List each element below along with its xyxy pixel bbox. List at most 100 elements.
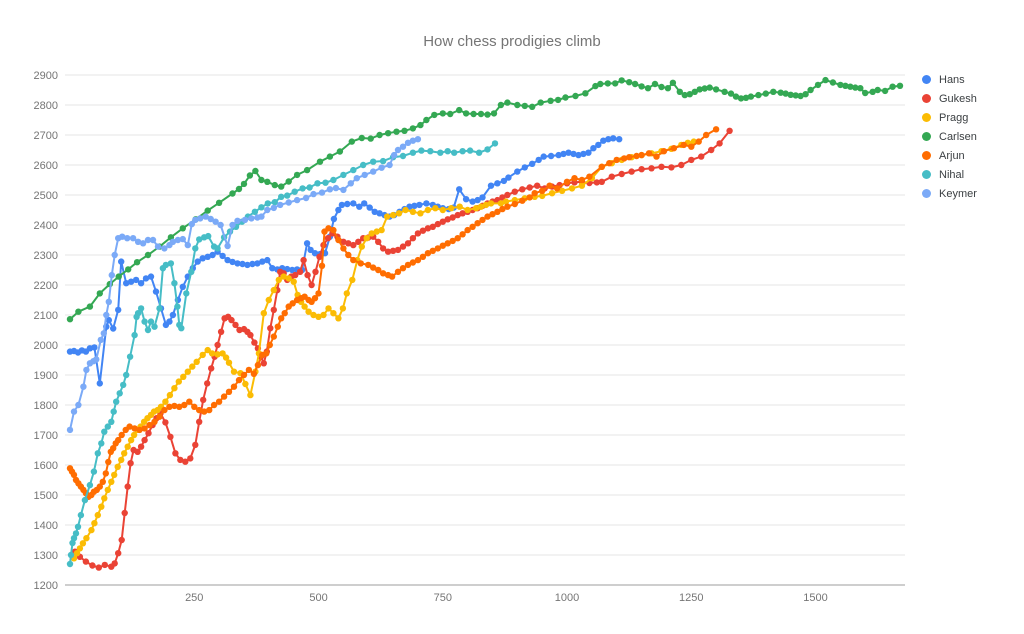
data-point-carlsen[interactable] [732,93,740,100]
data-point-arjun[interactable] [325,225,332,232]
data-point-hans[interactable] [96,380,104,387]
data-point-nihal[interactable] [491,140,499,147]
data-point-arjun[interactable] [419,253,427,260]
data-point-nihal[interactable] [360,161,367,169]
data-point-keymer[interactable] [108,271,116,279]
data-point-keymer[interactable] [149,236,157,244]
data-point-arjun[interactable] [289,300,296,307]
data-point-arjun[interactable] [598,163,605,170]
data-point-hans[interactable] [234,260,241,267]
data-point-carlsen[interactable] [792,92,799,99]
data-point-gukesh[interactable] [137,443,145,450]
data-point-gukesh[interactable] [409,235,417,242]
data-point-gukesh[interactable] [504,191,511,199]
data-point-hans[interactable] [152,288,160,295]
data-point-hans[interactable] [259,258,266,265]
data-point-arjun[interactable] [499,205,506,213]
data-point-arjun[interactable] [489,211,496,218]
data-point-carlsen[interactable] [712,86,720,93]
data-point-hans[interactable] [605,136,612,143]
data-point-gukesh[interactable] [534,182,541,189]
data-point-arjun[interactable] [274,323,281,330]
data-point-hans[interactable] [411,202,418,209]
data-point-gukesh[interactable] [118,536,125,544]
data-point-keymer[interactable] [93,356,100,363]
data-point-carlsen[interactable] [721,88,728,96]
data-point-gukesh[interactable] [698,153,705,160]
data-point-arjun[interactable] [99,478,107,485]
data-point-pragg[interactable] [378,226,385,234]
data-point-carlsen[interactable] [376,131,383,139]
data-point-pragg[interactable] [578,182,586,189]
data-point-carlsen[interactable] [618,77,625,84]
data-point-nihal[interactable] [214,245,221,252]
data-point-pragg[interactable] [548,190,556,197]
data-point-nihal[interactable] [120,381,127,389]
data-point-carlsen[interactable] [285,178,292,185]
data-point-nihal[interactable] [162,261,170,269]
data-point-arjun[interactable] [444,240,451,247]
legend-item-pragg[interactable]: Pragg [922,108,977,127]
data-point-arjun[interactable] [161,406,168,414]
data-point-keymer[interactable] [174,236,182,244]
data-point-gukesh[interactable] [444,216,451,223]
data-point-hans[interactable] [307,246,314,254]
data-point-carlsen[interactable] [303,166,311,174]
data-point-hans[interactable] [600,137,607,144]
data-point-arjun[interactable] [606,160,613,167]
data-point-nihal[interactable] [70,535,78,542]
data-point-carlsen[interactable] [874,86,881,94]
data-point-pragg[interactable] [325,305,332,312]
data-point-arjun[interactable] [424,250,432,257]
data-point-arjun[interactable] [115,436,122,444]
data-point-gukesh[interactable] [716,140,723,147]
data-point-gukesh[interactable] [134,448,141,455]
data-point-carlsen[interactable] [777,89,784,96]
data-point-carlsen[interactable] [490,110,498,117]
data-point-pragg[interactable] [108,478,115,485]
data-point-carlsen[interactable] [604,80,611,87]
data-point-hans[interactable] [194,258,201,265]
data-point-carlsen[interactable] [631,80,639,88]
data-point-arjun[interactable] [660,148,668,155]
data-point-gukesh[interactable] [678,161,685,169]
data-point-nihal[interactable] [427,148,434,155]
data-point-pragg[interactable] [222,354,230,361]
data-point-carlsen[interactable] [755,91,762,99]
data-point-carlsen[interactable] [521,102,528,110]
data-point-nihal[interactable] [271,199,278,206]
data-point-gukesh[interactable] [196,418,203,425]
data-point-gukesh[interactable] [292,271,299,279]
data-point-arjun[interactable] [484,213,491,220]
data-point-nihal[interactable] [94,450,102,457]
data-point-nihal[interactable] [66,560,74,568]
data-point-arjun[interactable] [146,421,153,429]
data-point-hans[interactable] [137,280,145,287]
data-point-hans[interactable] [610,135,617,142]
data-point-arjun[interactable] [449,237,456,245]
data-point-arjun[interactable] [365,261,372,269]
data-point-nihal[interactable] [291,188,298,195]
data-point-arjun[interactable] [539,187,546,194]
data-point-nihal[interactable] [86,481,94,489]
data-point-arjun[interactable] [181,401,188,409]
data-point-arjun[interactable] [695,138,702,145]
data-point-nihal[interactable] [258,204,265,211]
legend-item-carlsen[interactable]: Carlsen [922,127,977,146]
data-point-arjun[interactable] [131,425,138,432]
data-point-arjun[interactable] [621,155,628,162]
data-point-carlsen[interactable] [857,85,864,92]
data-point-pragg[interactable] [368,230,375,237]
data-point-gukesh[interactable] [593,179,600,186]
data-point-pragg[interactable] [477,203,485,210]
data-point-arjun[interactable] [526,194,533,201]
data-point-gukesh[interactable] [260,360,267,367]
data-point-pragg[interactable] [189,363,196,370]
data-point-nihal[interactable] [284,192,291,199]
series-line-arjun[interactable] [69,128,717,498]
data-point-hans[interactable] [555,151,562,159]
data-point-hans[interactable] [474,196,481,204]
data-point-nihal[interactable] [437,149,444,156]
data-point-gukesh[interactable] [162,419,169,426]
data-point-keymer[interactable] [129,235,137,242]
